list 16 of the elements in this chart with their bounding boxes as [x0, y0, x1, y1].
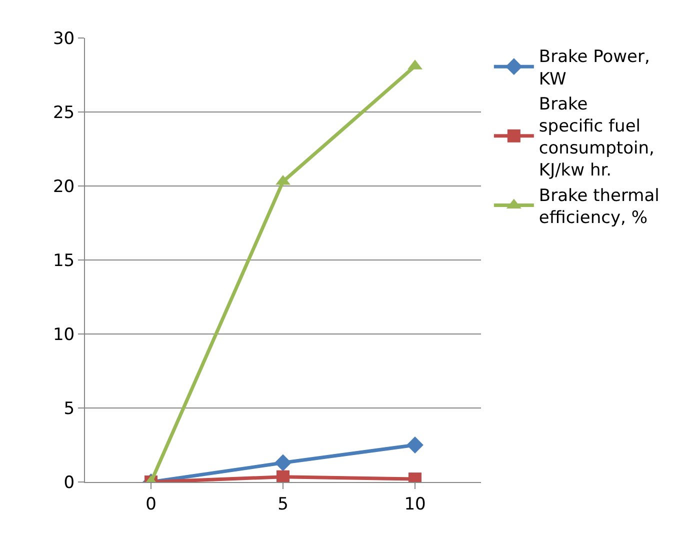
point: [274, 454, 292, 472]
x-tick-label: 5: [278, 494, 288, 514]
legend-label: Brake specific fuel consumptoin, KJ/kw hr.: [538, 94, 654, 181]
point: [406, 436, 424, 454]
y-tick-label: 15: [52, 250, 75, 271]
legend-label: Brake Power, KW: [538, 47, 650, 90]
y-tick-label: 30: [52, 28, 75, 49]
y-tick-label: 5: [64, 398, 75, 419]
y-tick-label: 20: [52, 176, 75, 197]
legend-label: Brake thermal efficiency, %: [538, 186, 660, 228]
x-tick-label: 0: [146, 494, 156, 514]
y-tick-label: 25: [52, 102, 75, 123]
y-tick-label: 10: [52, 324, 75, 345]
point: [276, 470, 290, 482]
x-tick-label: 10: [404, 494, 426, 514]
y-tick-label: 0: [64, 472, 75, 493]
